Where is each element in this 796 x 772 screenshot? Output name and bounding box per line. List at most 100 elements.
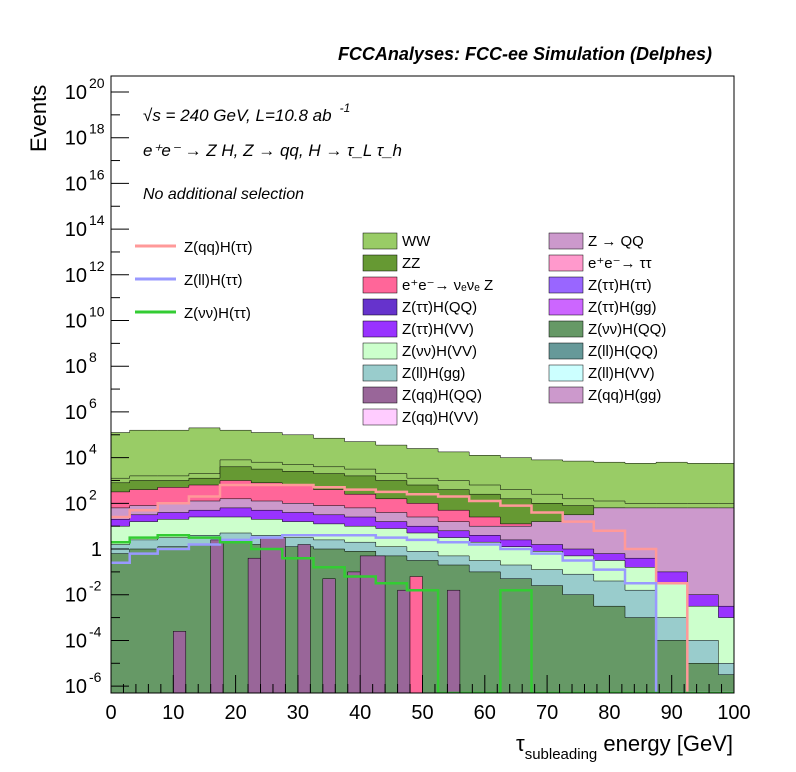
chart-title: FCCAnalyses: FCC-ee Simulation (Delphes) — [338, 44, 712, 64]
legend-left-label: Z(ll)H(ττ) — [184, 272, 243, 289]
y-tick-label: 10 — [65, 356, 87, 378]
annotation-selection: No additional selection — [143, 186, 304, 203]
legend-label: Z(ττ)H(gg) — [588, 299, 657, 316]
x-tick-label: 60 — [474, 702, 496, 724]
y-tick-exponent: 14 — [89, 212, 105, 228]
legend-swatch — [362, 320, 398, 338]
legend-label: Z(ll)H(VV) — [588, 365, 655, 382]
legend-swatch — [362, 298, 398, 316]
sparse-bars — [173, 537, 461, 693]
legend-swatch — [548, 320, 584, 338]
sparse-bar-7 — [359, 555, 386, 693]
series-line-2 — [111, 534, 734, 693]
annotation-energy: √s = 240 GeV, L=10.8 ab -1 — [143, 101, 350, 125]
y-tick-exponent: -2 — [89, 578, 102, 594]
x-tick-label: 100 — [717, 702, 750, 724]
legend-label: Z → QQ — [588, 233, 644, 250]
y-tick-exponent: 6 — [89, 395, 97, 411]
y-axis-label: Events — [26, 85, 51, 152]
legend: Z(qq)H(ττ) Z(ll)H(ττ) Z(νν)H(ττ) WW ZZ e⁺e⁻→ … — [135, 232, 666, 426]
series-line-0 — [111, 483, 734, 693]
legend-label: Z(ll)H(gg) — [402, 365, 465, 382]
x-tick-label: 70 — [536, 702, 558, 724]
sparse-bar-9 — [409, 576, 423, 693]
y-tick-label: 10 — [65, 219, 87, 241]
y-tick-exponent: 10 — [89, 304, 105, 320]
y-tick-exponent: 20 — [89, 75, 105, 91]
y-tick-label: 10 — [65, 676, 87, 698]
x-tick-label: 40 — [349, 702, 371, 724]
x-axis-label-main: τ — [516, 731, 525, 756]
sparse-bar-10 — [447, 589, 461, 693]
legend-label: Z(νν)H(QQ) — [588, 321, 666, 338]
legend-label: Z(ll)H(QQ) — [588, 343, 658, 360]
legend-swatch — [362, 408, 398, 426]
x-tick-label: 80 — [598, 702, 620, 724]
y-tick-label: 10 — [65, 128, 87, 150]
legend-label: WW — [402, 233, 431, 250]
y-tick-exponent: 4 — [89, 441, 97, 457]
y-tick-label: 10 — [65, 265, 87, 287]
y-tick-label: 10 — [65, 311, 87, 333]
annotation-process: e⁺e⁻ → Z H, Z → qq, H → τ_L τ_h — [143, 141, 402, 160]
y-tick-label: 10 — [65, 402, 87, 424]
y-tick-exponent: 16 — [89, 166, 105, 182]
legend-swatch — [548, 298, 584, 316]
legend-label: e⁺e⁻→ νₑνₑ Z — [402, 277, 493, 294]
annotation-energy-text: √s = 240 GeV, L=10.8 ab — [143, 106, 332, 125]
legend-swatch — [548, 364, 584, 382]
legend-label: Z(ττ)H(ττ) — [588, 277, 652, 294]
sparse-bar-5 — [322, 578, 336, 693]
y-tick-exponent: 8 — [89, 349, 97, 365]
sparse-bar-0 — [173, 631, 187, 693]
x-tick-label: 20 — [224, 702, 246, 724]
legend-label: Z(νν)H(VV) — [402, 343, 477, 360]
legend-swatch — [548, 254, 584, 272]
legend-label: ZZ — [402, 255, 420, 272]
y-tick-label: 10 — [65, 493, 87, 515]
y-tick-exponent: -6 — [89, 669, 102, 685]
x-tick-label: 90 — [661, 702, 683, 724]
legend-swatch — [362, 276, 398, 294]
y-tick-label: 10 — [65, 630, 87, 652]
legend-swatch — [362, 364, 398, 382]
sparse-bar-6 — [347, 571, 361, 693]
legend-swatch — [548, 276, 584, 294]
y-tick-label: 10 — [65, 448, 87, 470]
x-tick-label: 30 — [287, 702, 309, 724]
sparse-bar-3 — [260, 537, 286, 693]
legend-swatch — [362, 254, 398, 272]
legend-swatch — [362, 386, 398, 404]
x-axis-label-sub: subleading — [525, 746, 598, 763]
y-tick-exponent: 2 — [89, 486, 97, 502]
legend-label: Z(qq)H(VV) — [402, 409, 479, 426]
legend-label: Z(qq)H(gg) — [588, 387, 661, 404]
y-tick-exponent: 18 — [89, 121, 105, 137]
legend-swatch — [548, 386, 584, 404]
y-tick-label: 10 — [65, 585, 87, 607]
legend-label: Z(ττ)H(QQ) — [402, 299, 477, 316]
legend-swatch — [548, 342, 584, 360]
axis-ticks — [110, 91, 735, 693]
y-tick-exponent: -4 — [89, 623, 102, 639]
legend-label: Z(ττ)H(VV) — [402, 321, 474, 338]
x-tick-label: 10 — [162, 702, 184, 724]
series-line-1 — [111, 534, 734, 693]
x-axis-label: τsubleading energy [GeV] — [516, 731, 733, 763]
sparse-bar-2 — [247, 557, 261, 693]
sparse-bar-1 — [210, 539, 224, 693]
x-axis-label-rest: energy [GeV] — [597, 731, 733, 756]
y-tick-label: 1 — [91, 539, 102, 561]
signal-lines — [111, 483, 734, 693]
legend-swatch — [362, 232, 398, 250]
sparse-bar-4 — [297, 544, 311, 693]
legend-label: Z(qq)H(QQ) — [402, 387, 482, 404]
y-tick-label: 10 — [65, 82, 87, 104]
legend-left-label: Z(qq)H(ττ) — [184, 239, 253, 256]
legend-swatch — [548, 232, 584, 250]
legend-swatch — [362, 342, 398, 360]
legend-left-label: Z(νν)H(ττ) — [184, 305, 251, 322]
y-tick-exponent: 12 — [89, 258, 105, 274]
